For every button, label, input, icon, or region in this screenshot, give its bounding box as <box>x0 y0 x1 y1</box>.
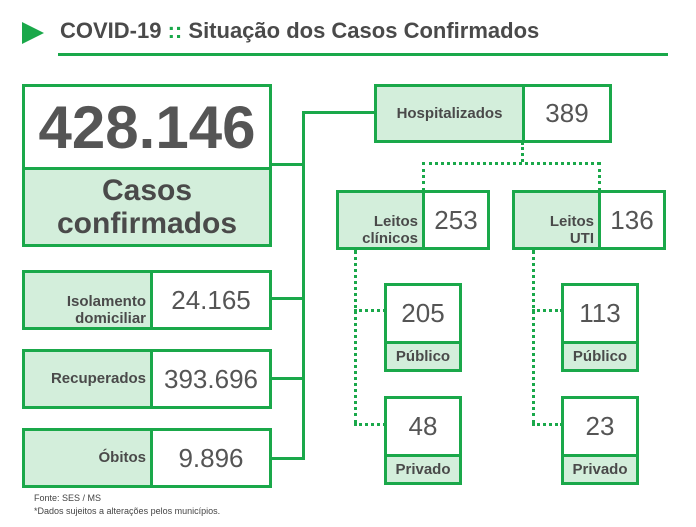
hospitalizados-card: Hospitalizados 389 <box>374 84 612 143</box>
leitos-uti-card: Leitos UTI 136 <box>512 190 666 250</box>
dotted-clinicos-privado <box>354 423 386 426</box>
leitos-clinicos-label-line2: clínicos <box>362 229 418 247</box>
connector-trunk <box>302 111 305 460</box>
clinicos-privado-card: 48 Privado <box>384 396 462 485</box>
obitos-label: Óbitos <box>25 431 153 485</box>
dotted-hospital-down <box>521 142 524 162</box>
dotted-clinicos-publico <box>354 309 386 312</box>
title-main: Situação dos Casos Confirmados <box>188 18 540 43</box>
hospitalizados-label: Hospitalizados <box>377 87 525 140</box>
clinicos-privado-value: 48 <box>408 411 438 441</box>
isolamento-label-line1: Isolamento <box>66 292 146 310</box>
dotted-hospital-branch <box>422 162 600 165</box>
leitos-clinicos-card: Leitos clínicos 253 <box>336 190 490 250</box>
uti-publico-card: 113 Público <box>561 283 639 372</box>
uti-privado-card: 23 Privado <box>561 396 639 485</box>
dotted-uti-privado <box>532 423 563 426</box>
clinicos-publico-card: 205 Público <box>384 283 462 372</box>
dotted-uti-publico <box>532 309 563 312</box>
isolamento-label: Isolamento domiciliar <box>25 273 153 327</box>
leitos-uti-label-line2: UTI <box>569 229 594 247</box>
connector-obitos <box>270 457 304 460</box>
leitos-uti-label-line1: Leitos <box>549 212 594 230</box>
leitos-uti-label: Leitos UTI <box>515 193 601 247</box>
dotted-uti-down <box>532 250 535 424</box>
hospitalizados-value: 389 <box>545 98 589 128</box>
title-prefix: COVID-19 <box>60 18 162 43</box>
title-arrow-icon <box>22 22 44 44</box>
recuperados-value: 393.696 <box>164 363 258 394</box>
leitos-clinicos-value: 253 <box>434 204 478 235</box>
connector-hospital <box>302 111 376 114</box>
connector-total <box>270 163 304 166</box>
recuperados-card: Recuperados 393.696 <box>22 349 272 409</box>
footer-source: Fonte: SES / MS <box>34 493 102 503</box>
total-cases-value: 428.146 <box>38 93 256 161</box>
leitos-clinicos-label-line1: Leitos <box>373 212 418 230</box>
isolamento-value: 24.165 <box>171 284 251 315</box>
isolamento-label-line2: domiciliar <box>75 309 146 327</box>
obitos-value: 9.896 <box>178 442 244 473</box>
total-cases-card: 428.146 Casos confirmados <box>22 84 272 247</box>
clinicos-publico-label: Público <box>387 341 459 369</box>
clinicos-privado-label: Privado <box>387 454 459 482</box>
title-separator: :: <box>167 18 183 43</box>
clinicos-publico-value: 205 <box>401 298 445 328</box>
leitos-uti-value: 136 <box>610 204 654 235</box>
dotted-clinicos-down <box>354 250 357 424</box>
title-underline <box>58 53 668 56</box>
total-cases-label-line2: confirmados <box>56 207 238 240</box>
page-title: COVID-19 :: Situação dos Casos Confirmad… <box>60 18 539 44</box>
leitos-clinicos-label: Leitos clínicos <box>339 193 425 247</box>
connector-recuperados <box>270 377 304 380</box>
footer-note: *Dados sujeitos a alterações pelos munic… <box>34 506 221 516</box>
dotted-clinicos-up <box>422 162 425 191</box>
uti-publico-label: Público <box>564 341 636 369</box>
uti-publico-value: 113 <box>579 298 621 328</box>
uti-privado-value: 23 <box>585 411 615 441</box>
isolamento-card: Isolamento domiciliar 24.165 <box>22 270 272 330</box>
dotted-uti-up <box>598 162 601 191</box>
total-cases-label-line1: Casos <box>101 174 193 207</box>
connector-isolamento <box>270 297 304 300</box>
uti-privado-label: Privado <box>564 454 636 482</box>
total-cases-label: Casos confirmados <box>25 167 269 244</box>
recuperados-label: Recuperados <box>25 352 153 406</box>
obitos-card: Óbitos 9.896 <box>22 428 272 488</box>
